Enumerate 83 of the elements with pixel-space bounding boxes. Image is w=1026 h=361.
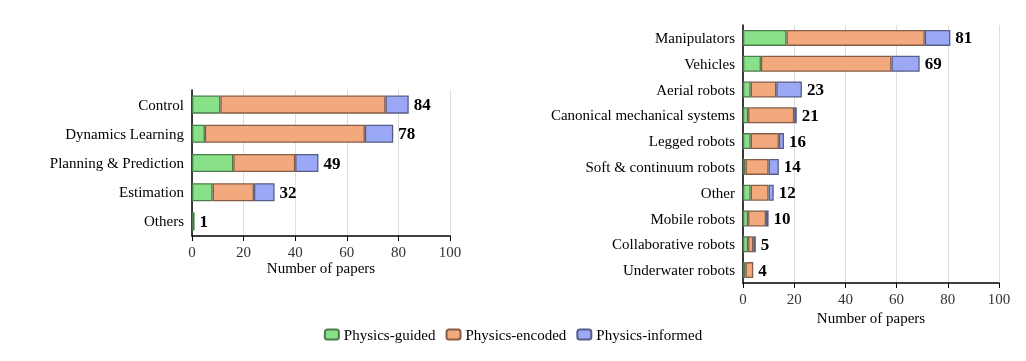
bar bbox=[743, 184, 751, 201]
bar bbox=[924, 29, 951, 46]
total-label: 84 bbox=[413, 95, 432, 115]
bar bbox=[768, 184, 774, 201]
x-tick-label: 100 bbox=[438, 243, 462, 260]
y-tick-label: Mobile robots bbox=[650, 210, 736, 227]
x-tick-label: 60 bbox=[339, 243, 355, 260]
bar bbox=[748, 107, 795, 124]
bar bbox=[768, 158, 779, 175]
total-label: 1 bbox=[199, 211, 209, 231]
bar bbox=[745, 262, 754, 279]
bar bbox=[233, 153, 296, 173]
y-tick-label: Soft & continuum robots bbox=[585, 158, 736, 175]
bar bbox=[192, 124, 205, 143]
bar bbox=[192, 95, 221, 114]
y-tick-label: Others bbox=[144, 213, 185, 230]
legend-label: Physics-guided bbox=[343, 326, 437, 343]
x-tick-label: 20 bbox=[786, 290, 802, 307]
bar bbox=[778, 133, 784, 150]
y-tick-label: Canonical mechanical systems bbox=[550, 107, 736, 124]
bar bbox=[748, 210, 767, 227]
bar bbox=[776, 81, 802, 98]
x-tick-label: 80 bbox=[390, 243, 406, 260]
x-tick-label: 100 bbox=[987, 290, 1011, 307]
x-tick-label: 60 bbox=[889, 290, 905, 307]
bar bbox=[748, 236, 754, 253]
total-label: 23 bbox=[806, 80, 824, 99]
y-tick-label: Manipulators bbox=[655, 29, 736, 46]
x-tick-label: 40 bbox=[287, 243, 303, 260]
legend-label: Physics-encoded bbox=[465, 326, 567, 343]
y-tick-label: Underwater robots bbox=[622, 262, 736, 279]
bar bbox=[891, 55, 920, 72]
total-label: 69 bbox=[924, 54, 942, 74]
bar bbox=[364, 124, 394, 143]
total-label: 21 bbox=[801, 105, 819, 125]
bar bbox=[743, 55, 761, 72]
x-tick-label: 0 bbox=[739, 290, 747, 307]
bar bbox=[192, 153, 234, 173]
bar bbox=[786, 29, 925, 46]
total-label: 81 bbox=[955, 28, 973, 48]
total-label: 10 bbox=[773, 209, 791, 228]
y-tick-label: Collaborative robots bbox=[612, 236, 736, 253]
x-tick-label: 40 bbox=[837, 290, 853, 307]
bar bbox=[212, 183, 254, 202]
bar bbox=[385, 95, 409, 114]
x-axis-title: Number of papers bbox=[266, 259, 376, 276]
bar bbox=[192, 183, 213, 202]
bar bbox=[743, 81, 751, 98]
y-tick-label: Dynamics Learning bbox=[65, 125, 185, 142]
bar bbox=[743, 29, 787, 46]
total-label: 12 bbox=[778, 183, 796, 203]
x-tick-label: 80 bbox=[940, 290, 956, 307]
total-label: 32 bbox=[279, 182, 297, 202]
bar bbox=[220, 95, 386, 114]
x-tick-label: 0 bbox=[188, 243, 196, 260]
bar bbox=[745, 158, 769, 175]
bar bbox=[743, 107, 749, 124]
bar bbox=[750, 133, 779, 150]
y-tick-label: Vehicles bbox=[684, 55, 736, 72]
y-tick-label: Control bbox=[138, 96, 184, 113]
total-label: 4 bbox=[758, 260, 768, 280]
bar bbox=[743, 236, 749, 253]
y-tick-label: Estimation bbox=[119, 184, 185, 201]
bar bbox=[295, 153, 319, 173]
bar bbox=[253, 183, 275, 202]
x-axis-title: Number of papers bbox=[816, 310, 926, 327]
x-tick-label: 20 bbox=[236, 243, 252, 260]
total-label: 16 bbox=[788, 131, 806, 151]
total-label: 14 bbox=[783, 157, 802, 177]
bar bbox=[743, 210, 749, 227]
total-label: 5 bbox=[760, 234, 770, 254]
y-tick-label: Legged robots bbox=[648, 133, 736, 150]
y-tick-label: Planning & Prediction bbox=[49, 155, 185, 171]
bar bbox=[743, 133, 751, 150]
legend-label: Physics-informed bbox=[596, 326, 703, 343]
bar bbox=[750, 184, 769, 201]
y-tick-label: Aerial robots bbox=[656, 81, 736, 98]
bar bbox=[750, 81, 777, 98]
bar bbox=[760, 55, 892, 72]
total-label: 49 bbox=[323, 153, 341, 173]
y-tick-label: Other bbox=[700, 184, 735, 201]
bar bbox=[204, 124, 365, 143]
total-label: 78 bbox=[398, 124, 416, 144]
